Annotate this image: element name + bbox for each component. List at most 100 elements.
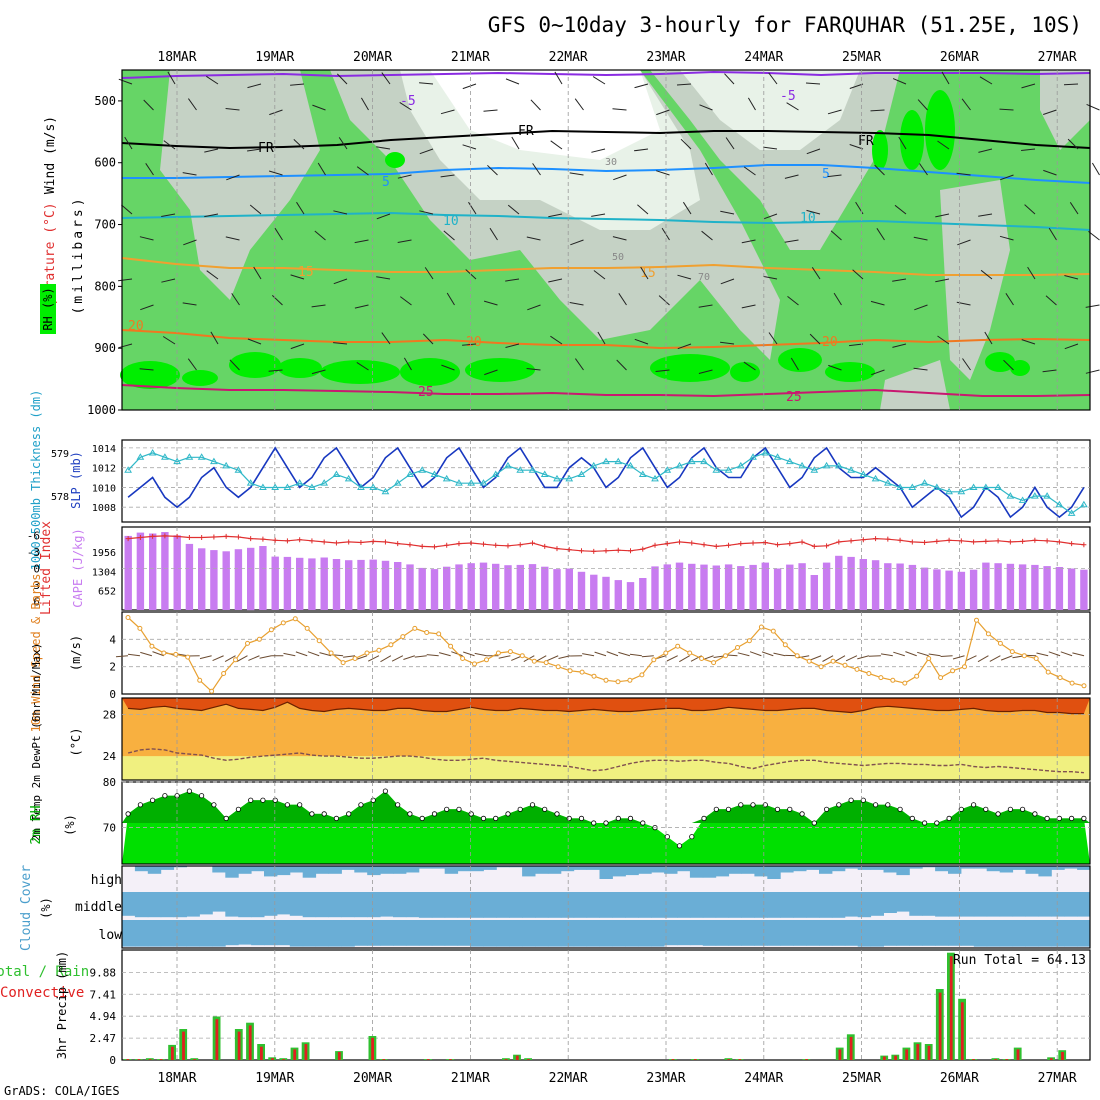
wind-barb [489, 227, 498, 241]
thickness-point [675, 461, 684, 469]
rh2m-point [664, 834, 670, 840]
rh-moist-region [182, 370, 218, 386]
lifted-index-point [983, 538, 989, 544]
wind-barb [1063, 83, 1079, 86]
wind-speed-point [985, 631, 991, 637]
lifted-index-point [652, 542, 658, 548]
rh-contour-label: 30 [605, 157, 617, 168]
precip-convective-bar [527, 1059, 530, 1060]
lifted-index-point [848, 538, 854, 544]
wind-barb [868, 655, 881, 657]
slp-ylabel-slp: SLP (mb) [69, 451, 83, 509]
lifted-index-point [431, 544, 437, 550]
temp-contour-label: 5 [382, 175, 390, 190]
wind-barb [391, 655, 404, 662]
thickness-point [638, 470, 647, 478]
thickness-point [785, 457, 794, 465]
cloud-cover-bar [689, 866, 704, 878]
wind-barb [354, 239, 369, 244]
thickness-point [577, 470, 586, 478]
wind-barb [505, 343, 520, 348]
rh-contour-label: 50 [612, 252, 624, 263]
wind-barb [1048, 227, 1057, 241]
wind-speed-point [615, 679, 621, 685]
date-label-top: 18MAR [157, 50, 196, 65]
rh-moist-region [385, 152, 405, 168]
wind-barb [231, 293, 240, 306]
cape-bar [994, 563, 1002, 610]
rh-moist-region [778, 348, 822, 372]
cape-bar [136, 532, 145, 610]
lifted-index-point [1044, 538, 1050, 544]
wind-speed-point [997, 640, 1003, 646]
precip-convective-bar [838, 1049, 842, 1060]
cloud-cover-bar [560, 892, 575, 918]
precip-tick-label: 9.88 [90, 966, 117, 979]
cloud-cover-bar [741, 892, 755, 918]
wind-barb [597, 331, 606, 345]
thickness-point [271, 483, 280, 490]
cape-bar [565, 568, 573, 610]
wind-barb [162, 336, 176, 345]
cape-bar [712, 565, 720, 610]
cloud-cover-bar [844, 866, 859, 869]
wind-barb [634, 148, 649, 152]
lifted-index-point [272, 537, 278, 543]
cape-bar [320, 557, 328, 610]
thickness-point [724, 466, 733, 473]
wind-barb [834, 655, 846, 663]
thickness-point [1043, 492, 1051, 499]
cloud-cover-bar [289, 892, 304, 916]
wind-speed-point [627, 677, 633, 683]
precip-convective-bar [994, 1059, 998, 1060]
cloud-cover-bar [1038, 920, 1052, 947]
wind-barb [206, 270, 219, 280]
rh2m-point [1032, 811, 1038, 817]
cloud-cover-bar [896, 920, 910, 946]
lifted-index-point [713, 543, 719, 549]
cape-bar [749, 564, 757, 610]
wind-barb [763, 275, 778, 280]
cape-bar [651, 566, 659, 610]
lifted-index-point [382, 539, 388, 545]
wind-barb [511, 136, 520, 150]
cloud-cover-bar [1064, 920, 1078, 947]
cloud-cover-bar [664, 920, 678, 946]
wind-speed-point [1081, 683, 1087, 689]
wind-speed-point [878, 675, 884, 681]
cape-bar [369, 559, 377, 610]
precip-convective-bar [371, 1037, 374, 1060]
rh-very-dry-region [680, 70, 860, 150]
cloud-cover-bar [418, 892, 433, 918]
lifted-index-point [517, 542, 523, 548]
thickness-point [773, 453, 782, 460]
rh2m-point [836, 802, 842, 808]
thickness-point [626, 461, 635, 469]
cape-bar [798, 563, 806, 610]
precip-convective-bar [916, 1044, 920, 1060]
wind-barb [957, 239, 971, 246]
lifted-index-point [873, 536, 879, 542]
rh-moist-region [400, 358, 460, 386]
wind-barb [333, 342, 348, 345]
wind-barb [317, 162, 326, 176]
date-label-bottom: 26MAR [940, 1071, 979, 1086]
wind-frame [121, 611, 1091, 695]
wind-speed-point [950, 668, 956, 674]
cape-ylabel-cape: CAPE (J/kg) [71, 528, 85, 607]
thickness-point [173, 457, 182, 465]
cloud-cover-bar [354, 892, 368, 918]
thickness-point [920, 479, 929, 486]
cloud-cover-bar [986, 920, 1001, 947]
cape-bar [663, 564, 671, 610]
lifted-index-point [824, 543, 830, 549]
wind-barb [283, 652, 296, 657]
wind-barb [999, 108, 1014, 111]
cloud-cover-bar [870, 892, 884, 916]
cloud-cover-bar [470, 920, 484, 947]
cape-bar [945, 570, 953, 610]
wind-barb [698, 304, 713, 308]
thickness-point [761, 448, 770, 456]
precip-convective-bar [738, 1059, 742, 1060]
cloud-cover-bar [496, 892, 510, 918]
